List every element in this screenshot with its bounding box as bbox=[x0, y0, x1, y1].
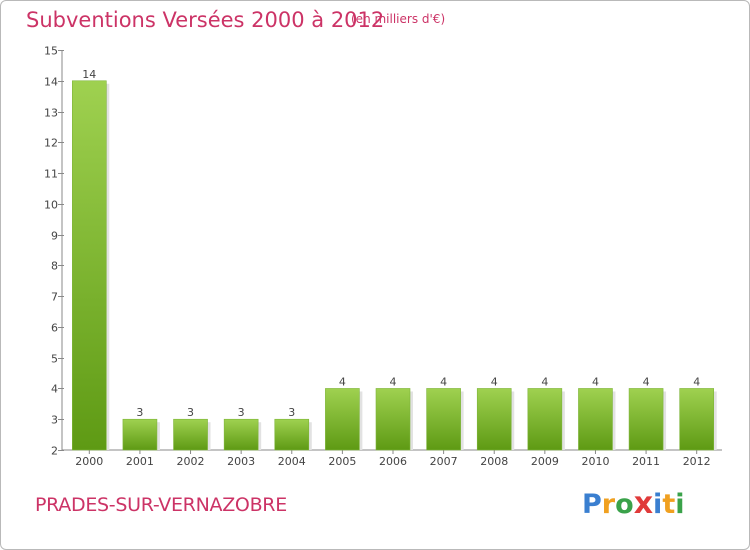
data-label: 4 bbox=[541, 375, 548, 388]
bar bbox=[274, 418, 310, 451]
data-label: 3 bbox=[187, 406, 194, 419]
y-tick-label: 2 bbox=[51, 445, 58, 458]
data-label: 4 bbox=[592, 375, 599, 388]
y-tick-label: 7 bbox=[51, 291, 58, 304]
y-tick-label: 12 bbox=[44, 137, 58, 150]
y-tick-label: 15 bbox=[44, 45, 58, 58]
x-tick-label: 2001 bbox=[126, 455, 154, 468]
chart-title: Subventions Versées 2000 à 2012 bbox=[26, 8, 385, 32]
x-tick-label: 2000 bbox=[75, 455, 103, 468]
bar bbox=[527, 388, 563, 451]
chart-subtitle: (en milliers d'€) bbox=[351, 12, 446, 26]
data-label: 4 bbox=[440, 375, 447, 388]
bar bbox=[426, 388, 461, 451]
bar bbox=[628, 388, 664, 451]
data-labels: 14 3 3 3 3 4 4 4 4 4 4 4 4 bbox=[82, 68, 700, 419]
data-label: 3 bbox=[288, 406, 295, 419]
commune-name: PRADES-SUR-VERNAZOBRE bbox=[35, 494, 287, 516]
data-label: 4 bbox=[693, 375, 700, 388]
y-tick-label: 10 bbox=[44, 199, 58, 212]
bar bbox=[72, 80, 107, 451]
bar bbox=[375, 388, 411, 451]
data-label: 4 bbox=[390, 375, 397, 388]
y-tick-label: 4 bbox=[51, 383, 58, 396]
y-tick-label: 13 bbox=[44, 107, 58, 120]
logo-letter: i bbox=[675, 489, 685, 520]
bar bbox=[223, 418, 259, 451]
logo-letter: x bbox=[633, 486, 654, 521]
bar bbox=[173, 418, 208, 451]
x-tick-label: 2006 bbox=[379, 455, 407, 468]
logo-letter: o bbox=[615, 489, 634, 520]
data-label: 4 bbox=[491, 375, 498, 388]
proxiti-logo: Proxiti bbox=[582, 486, 685, 521]
bar bbox=[578, 388, 613, 451]
y-tick-label: 5 bbox=[51, 353, 58, 366]
x-tick-label: 2004 bbox=[278, 455, 306, 468]
y-tick-label: 6 bbox=[51, 322, 58, 335]
x-tick-label: 2003 bbox=[227, 455, 255, 468]
y-tick-label: 11 bbox=[44, 168, 58, 181]
y-tick-label: 9 bbox=[51, 230, 58, 243]
bars bbox=[72, 80, 717, 451]
x-tick-label: 2005 bbox=[328, 455, 356, 468]
x-tick-label: 2009 bbox=[531, 455, 559, 468]
axes: 2 3 4 5 6 7 8 9 10 11 12 13 14 15 2000 2001 2002 2003 2004… bbox=[44, 45, 722, 468]
x-tick-label: 2002 bbox=[177, 455, 205, 468]
data-label: 4 bbox=[339, 375, 346, 388]
data-label: 3 bbox=[136, 406, 143, 419]
logo-letter: P bbox=[582, 489, 602, 520]
logo-letter: i bbox=[653, 489, 663, 520]
y-tick-label: 14 bbox=[44, 76, 58, 89]
bar bbox=[679, 388, 714, 451]
logo-letter: t bbox=[662, 489, 676, 520]
data-label: 4 bbox=[643, 375, 650, 388]
x-tick-label: 2012 bbox=[683, 455, 711, 468]
x-tick-label: 2007 bbox=[430, 455, 458, 468]
y-tick-label: 8 bbox=[51, 260, 58, 273]
logo-letter: r bbox=[601, 489, 616, 520]
x-tick-label: 2008 bbox=[480, 455, 508, 468]
x-tick-label: 2011 bbox=[632, 455, 660, 468]
x-tick-label: 2010 bbox=[581, 455, 609, 468]
bar bbox=[122, 418, 158, 451]
bar bbox=[476, 388, 512, 451]
bar bbox=[325, 388, 360, 451]
data-label: 3 bbox=[238, 406, 245, 419]
data-label: 14 bbox=[82, 68, 96, 81]
y-tick-label: 3 bbox=[51, 414, 58, 427]
